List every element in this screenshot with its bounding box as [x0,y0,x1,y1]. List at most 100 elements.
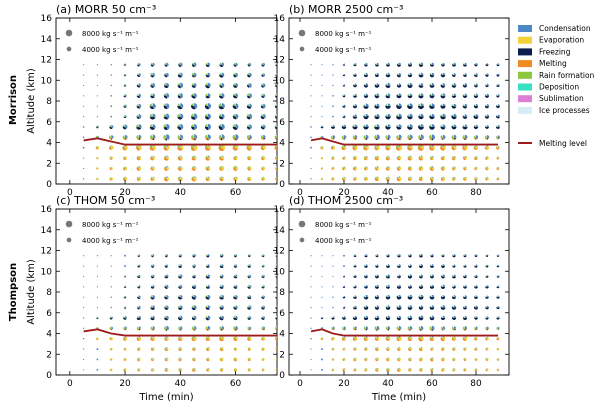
pie-slice [465,317,468,318]
pie-slice [165,134,167,138]
pie-slice [260,126,265,130]
pie-slice [363,336,366,339]
pie-slice [138,307,141,310]
pie-slice [386,114,388,117]
pie-glyph [407,155,413,161]
pie-slice [247,274,250,277]
pie-slice [194,155,197,161]
pie-glyph [473,114,479,119]
pie-slice [397,295,399,298]
pie-glyph [109,368,113,372]
pie-slice [111,358,112,360]
pie-slice [430,264,432,267]
pie-slice [165,264,167,267]
pie-slice [363,306,369,310]
pie-slice [138,64,140,67]
pie-slice [432,255,434,256]
pie-slice [344,166,346,171]
pie-glyph [247,357,252,362]
pie-slice [152,347,155,351]
pie-slice [376,328,378,331]
pie-slice [454,295,457,298]
pie-slice [261,93,264,97]
pie-slice [497,135,498,138]
pie-slice [123,73,126,76]
pie-slice [463,114,465,117]
pie-slice [263,137,266,140]
pie-slice [408,265,410,267]
pie-slice [180,93,183,99]
pie-slice [355,93,357,96]
pie-glyph [332,74,334,76]
pie-glyph [321,306,323,309]
pie-slice [221,75,224,77]
pie-glyph [363,72,369,78]
pie-slice [96,265,99,267]
pie-glyph [441,357,445,362]
pie-slice [221,317,224,320]
pie-glyph [261,326,266,331]
pie-slice [97,177,98,179]
pie-slice [421,367,422,370]
pie-slice [152,124,156,129]
pie-slice [365,285,366,287]
pie-slice [387,357,388,360]
pie-slice [179,124,181,127]
pie-slice [275,336,277,339]
pie-slice [82,136,85,139]
pie-glyph [353,357,357,362]
pie-slice [138,254,141,257]
pie-slice [276,295,277,298]
pie-slice [249,254,251,257]
pie-slice [441,274,443,277]
pie-slice [441,63,443,65]
pie-slice [249,284,252,289]
pie-slice [410,103,413,107]
pie-slice [151,113,153,117]
pie-slice [249,176,251,179]
pie-slice [138,264,141,267]
pie-slice [261,168,264,171]
pie-slice [419,83,421,86]
pie-slice [207,62,208,65]
pie-slice [407,338,412,342]
pie-slice [136,124,139,128]
pie-glyph [429,83,435,88]
pie-slice [178,113,181,117]
pie-slice [332,74,334,76]
pie-slice [178,265,182,268]
pie-slice [165,82,167,86]
pie-slice [464,134,465,138]
pie-slice [248,357,250,360]
pie-slice [137,369,140,372]
pie-slice [234,124,236,127]
pie-slice [475,124,476,127]
pie-slice [152,72,153,76]
pie-glyph [136,336,142,341]
pie-slice [496,145,498,148]
pie-glyph [386,347,390,351]
pie-slice [474,177,476,179]
pie-slice [442,254,443,256]
pie-slice [165,62,167,65]
pie-glyph [149,124,156,130]
pie-slice [177,178,182,182]
pie-glyph [418,294,424,300]
pie-slice [221,155,223,159]
pie-slice [192,347,195,350]
pie-slice [83,348,85,350]
pie-slice [150,285,153,287]
pie-slice [221,134,225,140]
pie-slice [96,368,99,371]
pie-slice [343,285,344,287]
pie-slice [320,157,322,159]
pie-glyph [261,305,266,310]
pie-slice [388,306,391,308]
pie-glyph [163,113,170,120]
pie-slice [331,124,333,127]
pie-slice [377,306,380,308]
pie-slice [96,275,99,278]
pie-slice [407,307,413,310]
pie-slice [125,347,127,351]
